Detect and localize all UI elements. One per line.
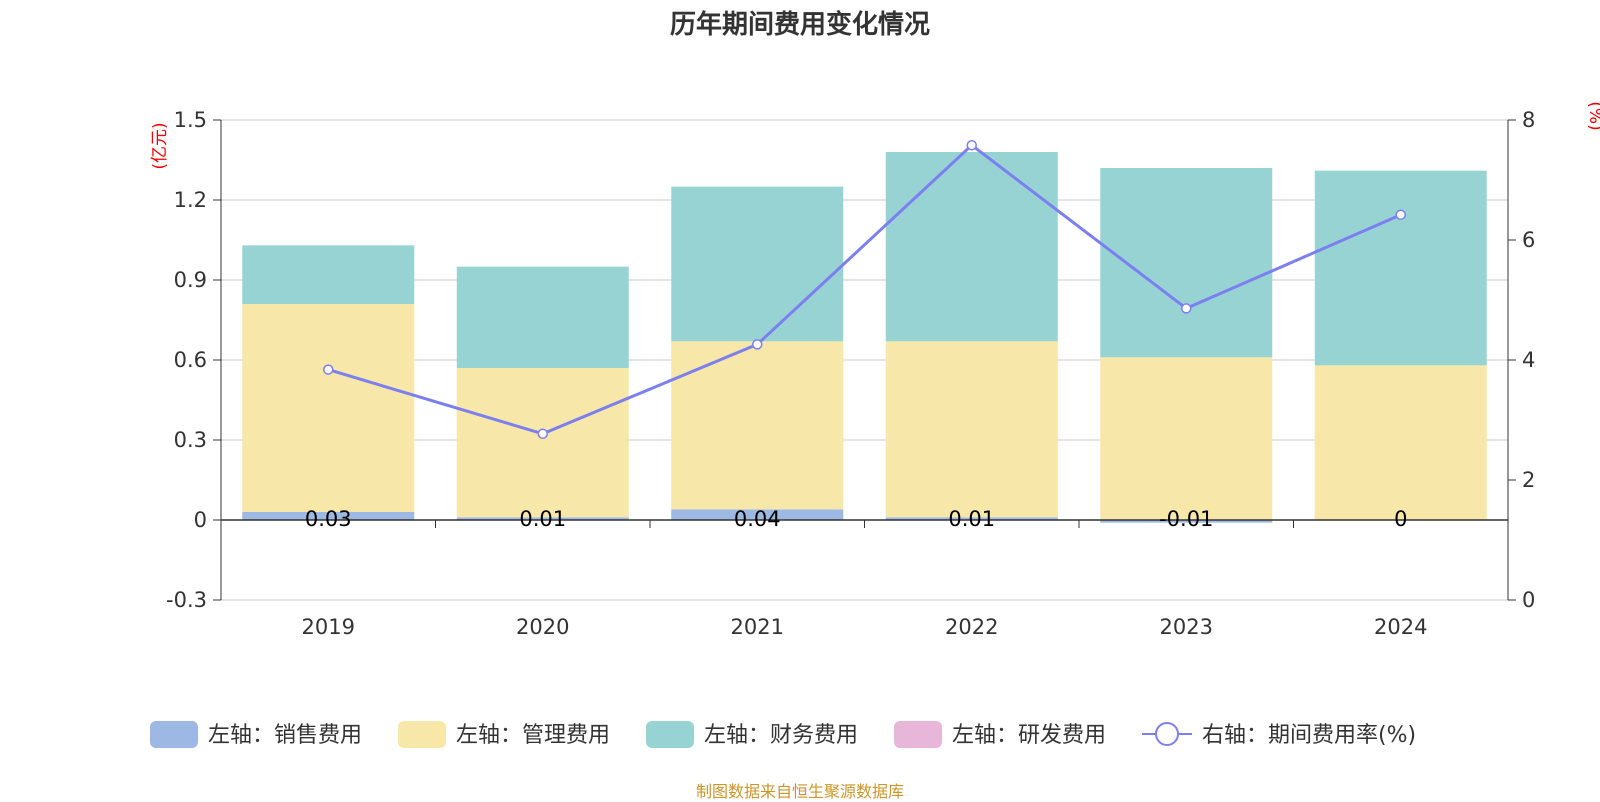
bar-admin-2023	[1100, 357, 1273, 520]
legend-item-sales: 左轴：销售费用	[150, 721, 362, 748]
bar-admin-2022	[885, 341, 1058, 518]
legend-label-admin: 左轴：管理费用	[456, 723, 610, 748]
bar-finance-2022	[885, 152, 1058, 342]
right-axis-unit-label: (%)	[1585, 101, 1600, 130]
bar-sales-2022	[885, 517, 1058, 520]
source-note: 制图数据来自恒生聚源数据库	[695, 782, 904, 801]
legend-swatch-finance	[646, 721, 694, 748]
left-axis-tick-label: -0.3	[166, 588, 207, 612]
legend-marker-icon	[1155, 722, 1179, 746]
bar-finance-2024	[1314, 170, 1487, 366]
legend-item-finance: 左轴：财务费用	[646, 721, 858, 748]
data-label-sales-2023: -0.01	[1159, 507, 1213, 531]
bar-finance-2020	[456, 266, 629, 368]
right-axis-tick-label: 6	[1522, 228, 1535, 252]
x-axis-category-label: 2020	[516, 615, 569, 639]
chart-title: 历年期间费用变化情况	[669, 10, 930, 40]
bar-admin-2021	[671, 341, 844, 510]
legend-item-admin: 左轴：管理费用	[398, 721, 610, 748]
left-axis-tick-label: 0	[194, 508, 207, 532]
legend-label-sales: 左轴：销售费用	[208, 723, 362, 748]
legend-label-rnd: 左轴：研发费用	[952, 723, 1106, 748]
left-axis-unit-label: (亿元)	[150, 122, 170, 169]
x-axis-category-label: 2019	[302, 615, 355, 639]
x-axis-category-label: 2022	[945, 615, 998, 639]
data-label-sales-2021: 0.04	[734, 507, 781, 531]
rate-point-2020	[537, 428, 548, 440]
right-axis-tick-label: 0	[1522, 588, 1535, 612]
rate-point-2019	[323, 364, 334, 375]
bar-admin-2024	[1314, 365, 1487, 520]
right-axis-tick-label: 8	[1522, 108, 1535, 132]
bar-finance-2019	[242, 245, 415, 304]
bar-admin-2020	[456, 368, 629, 518]
data-label-sales-2022: 0.01	[948, 507, 995, 531]
legend-item-rate_line: 右轴：期间费用率(%)	[1142, 722, 1416, 748]
rate-line-series	[323, 139, 1406, 440]
legend-swatch-admin	[398, 721, 446, 748]
rate-point-2023	[1181, 303, 1192, 314]
axes: -0.3 0 0.3 0.6 0.9 1.2 1.5 0 2 4 6 8 (亿元) (%) 2019 2020…	[150, 101, 1600, 639]
bar-finance-2023	[1100, 168, 1273, 358]
legend-swatch-sales	[150, 721, 198, 748]
rate-point-2021	[752, 339, 763, 350]
left-axis-tick-label: 0.9	[174, 268, 207, 292]
legend-label-finance: 左轴：财务费用	[704, 723, 858, 748]
bar-admin-2019	[242, 304, 415, 512]
right-axis-tick-label: 2	[1522, 468, 1535, 492]
rate-point-2022	[966, 139, 977, 151]
rate-point-2024	[1395, 209, 1406, 221]
data-label-sales-2020: 0.01	[519, 507, 566, 531]
legend-item-rnd: 左轴：研发费用	[894, 721, 1106, 748]
bar-finance-2021	[671, 186, 844, 342]
right-axis-tick-label: 4	[1522, 348, 1535, 372]
bar-sales-2019	[242, 512, 415, 520]
rate-line	[327, 143, 1402, 436]
bar-sales-2020	[456, 517, 629, 520]
left-axis-tick-label: 0.3	[174, 428, 207, 452]
legend-swatch-rnd	[894, 721, 942, 748]
data-labels: 0.03 0.01 0.04 0.01 -0.01 0	[305, 507, 1408, 531]
legend-label-rate_line: 右轴：期间费用率(%)	[1202, 723, 1416, 748]
left-axis-tick-label: 1.5	[174, 108, 207, 132]
left-axis-tick-label: 1.2	[174, 188, 207, 212]
data-label-sales-2024: 0	[1394, 507, 1407, 531]
bar-sales-2021	[671, 509, 844, 520]
left-axis-tick-label: 0.6	[174, 348, 207, 372]
x-axis-category-label: 2021	[731, 615, 784, 639]
x-axis-category-label: 2023	[1160, 615, 1213, 639]
x-axis-category-label: 2024	[1374, 615, 1427, 639]
bar-sales-2023	[1100, 520, 1273, 523]
legend: 左轴：销售费用 左轴：管理费用 左轴：财务费用 左轴：研发费用 右轴：期间费用率(%)	[150, 721, 1416, 748]
data-label-sales-2019: 0.03	[305, 507, 352, 531]
bar-series	[242, 152, 1487, 523]
